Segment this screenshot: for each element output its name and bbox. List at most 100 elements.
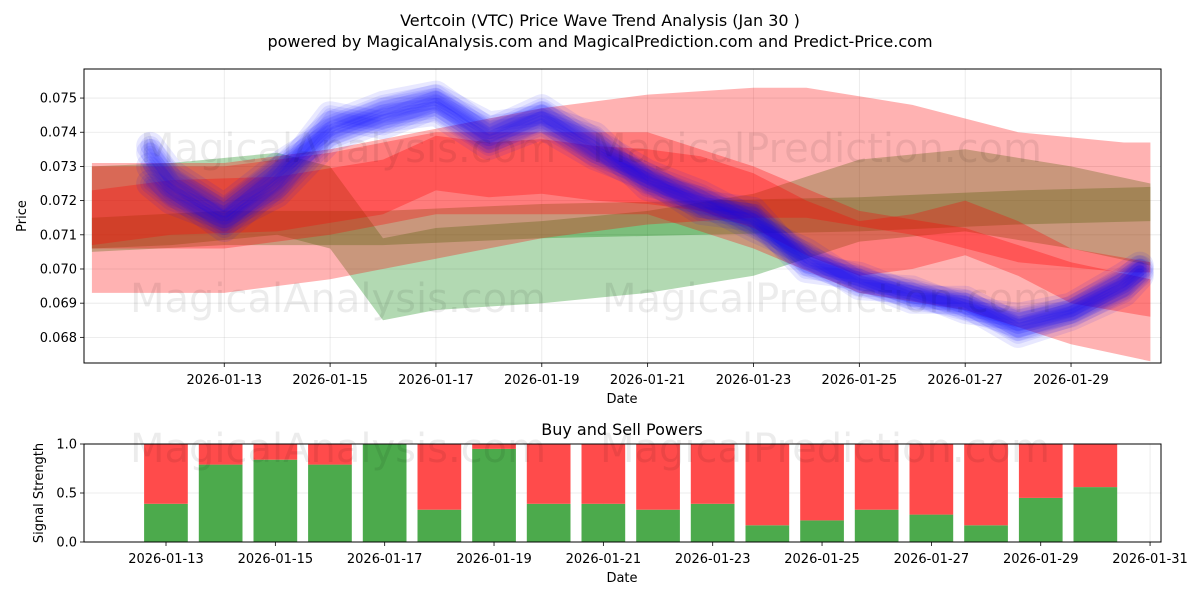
buy-bar [362,444,407,542]
top-watermarks: MagicalAnalysis.com MagicalPrediction.co… [130,126,1052,322]
bottom-y-tick-label: 1.0 [56,438,77,453]
bottom-x-axis-label: Date [606,571,637,586]
blue-wave-line [136,80,1154,338]
watermark-prediction-top: MagicalPrediction.com [592,126,1042,172]
bottom-x-tick-label: 2026-01-27 [894,552,970,567]
top-y-axis-label: Price [15,200,30,232]
sell-bar [1018,444,1063,498]
buy-bar [690,503,735,542]
red-wave-band [91,132,1151,362]
blue-wave-line [145,107,1145,332]
top-y-tick-label: 0.074 [40,126,77,141]
sell-bar [964,444,1008,526]
bottom-watermarks: MagicalAnalysis.com MagicalPrediction.co… [130,426,1050,472]
top-y-tick-label: 0.068 [40,331,77,346]
sell-bar [308,444,352,465]
buy-bar [745,525,790,542]
top-x-tick-label: 2026-01-25 [822,373,898,388]
sell-bar [472,444,516,449]
blue-wave-line [136,97,1154,342]
sell-bar [636,444,680,510]
bottom-axes: 2026-01-13 2026-01-15 2026-01-17 2026-01-19… [56,438,1188,568]
bottom-chart-title: Buy and Sell Powers [541,420,703,439]
bottom-x-tick-label: 2026-01-31 [1112,552,1188,567]
sell-bar [526,444,571,504]
top-x-axis-label: Date [606,392,637,407]
sell-bar [854,444,899,510]
sell-bar [253,444,298,460]
blue-wave-line [140,88,1150,327]
green-wave-band [91,186,1151,252]
blue-wave-line [136,84,1154,331]
top-y-tick-label: 0.075 [40,92,77,107]
top-x-tick-label: 2026-01-27 [927,373,1003,388]
sell-bar [800,444,844,521]
top-axes: 2026-01-13 2026-01-15 2026-01-17 2026-01-19… [40,92,1109,388]
sell-bar [1073,444,1118,488]
buy-bar [854,509,899,542]
buy-bar [417,509,462,542]
blue-wave-line [140,84,1150,334]
bottom-x-tick-label: 2026-01-21 [566,552,642,567]
top-x-tick-label: 2026-01-29 [1033,373,1109,388]
watermark-prediction-bottom: MagicalPrediction.com [600,426,1050,472]
sell-bar [745,444,790,526]
buy-bar [581,503,626,542]
buy-bar [144,503,188,542]
buy-bar [198,464,243,542]
top-y-tick-label: 0.071 [40,228,77,243]
bottom-x-tick-label: 2026-01-25 [784,552,860,567]
bottom-x-tick-label: 2026-01-29 [1003,552,1079,567]
blue-wave-line [143,97,1147,341]
sell-bar [909,444,954,515]
chart-title: Vertcoin (VTC) Price Wave Trend Analysis… [400,11,800,30]
blue-wave-line [140,101,1150,338]
buy-bar [800,520,844,542]
blue-wave-line [145,100,1145,339]
buy-bar [964,525,1008,542]
chart-subtitle: powered by MagicalAnalysis.com and Magic… [267,32,932,51]
bottom-y-axis-label: Signal Strength [32,443,47,543]
bar-layer [144,444,1118,542]
watermark-analysis-top: MagicalAnalysis.com [140,126,556,172]
buy-bar [1073,487,1118,542]
watermark-analysis-bottom: MagicalAnalysis.com [130,426,546,472]
blue-wave-line [145,90,1145,329]
blue-wave-line [136,90,1154,348]
top-plot-frame [83,68,1162,364]
buy-bar [1018,497,1063,542]
red-wave-band [91,135,1151,317]
sell-bar [417,444,462,510]
bottom-x-tick-label: 2026-01-19 [456,552,532,567]
watermark-prediction-mid: MagicalPrediction.com [602,276,1052,322]
top-x-tick-label: 2026-01-17 [398,373,474,388]
buy-bar [253,459,298,542]
wave-layer [91,80,1154,362]
top-y-tick-label: 0.069 [40,297,77,312]
sell-bar [144,444,188,504]
blue-wave-line [143,87,1147,331]
top-y-tick-label: 0.073 [40,160,77,175]
buy-bar [909,514,954,542]
buy-bar [472,448,516,542]
watermark-analysis-mid: MagicalAnalysis.com [130,276,546,322]
blue-wave-line [143,104,1147,335]
buy-bar [636,509,680,542]
top-grid [84,69,1161,363]
top-x-tick-label: 2026-01-19 [504,373,580,388]
bottom-x-tick-label: 2026-01-17 [347,552,423,567]
buy-bar [526,503,571,542]
bottom-x-tick-label: 2026-01-23 [675,552,751,567]
sell-bar [581,444,626,504]
top-x-tick-label: 2026-01-15 [292,373,368,388]
top-y-tick-label: 0.072 [40,194,77,209]
bottom-y-tick-label: 0.5 [56,487,77,502]
blue-wave-line [140,94,1150,344]
buy-bar [308,464,352,542]
top-x-tick-label: 2026-01-23 [716,373,792,388]
red-wave-band [91,87,1151,293]
bottom-x-tick-label: 2026-01-13 [128,552,204,567]
blue-wave-line [145,93,1145,322]
